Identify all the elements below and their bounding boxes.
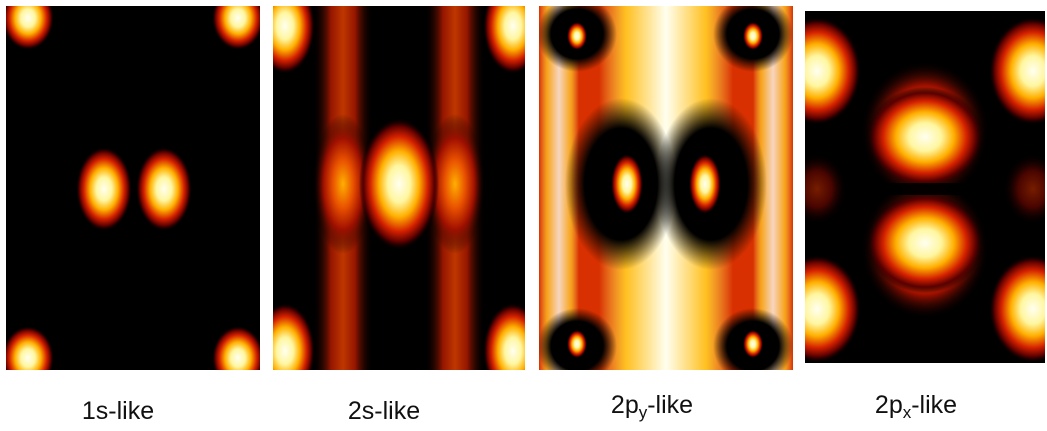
orbital-density-image-2px [805,11,1045,363]
orbital-density-image-2s [273,6,525,370]
orbital-density-image-2py [539,6,793,370]
heatmap-2px [805,11,1045,363]
caption-2px-like: 2px-like [874,391,958,422]
heatmap-1s [6,6,260,370]
orbital-density-image-1s [6,6,260,370]
caption-text: 2s-like [347,397,421,425]
caption-subscript: x [902,403,912,422]
caption-suffix: -like [647,391,694,419]
caption-text: 2p [874,391,903,419]
caption-2s-like: 2s-like [348,397,420,426]
caption-suffix: -like [911,391,958,419]
caption-subscript: y [638,403,648,422]
heatmap-2s [273,6,525,370]
caption-text: 1s-like [81,397,155,425]
heatmap-2py [539,6,793,370]
caption-1s-like: 1s-like [82,397,154,426]
caption-text: 2p [610,391,639,419]
caption-2py-like: 2py-like [610,391,694,422]
